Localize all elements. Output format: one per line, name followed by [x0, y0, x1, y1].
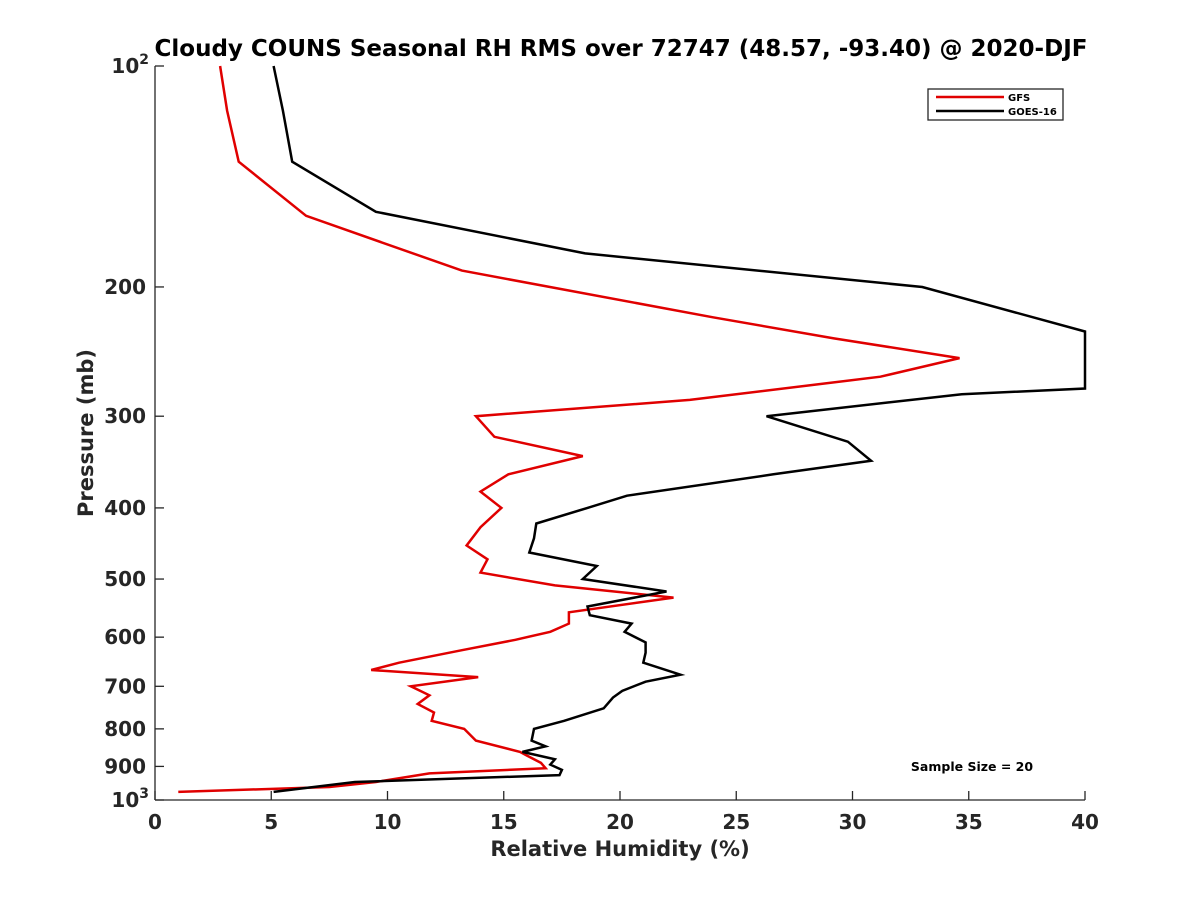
y-tick-label: 700	[104, 674, 146, 698]
legend-box	[927, 88, 1064, 121]
x-tick-label: 35	[955, 810, 983, 834]
y-tick-label: 400	[104, 496, 146, 520]
legend-label-goes16: GOES-16	[1008, 107, 1057, 118]
sample-size-annotation: Sample Size = 20	[911, 759, 1033, 774]
y-tick-label: 103	[111, 786, 149, 812]
y-axis-ticks: 102 200 300 400 500 600 700 800 900 103	[104, 52, 164, 812]
y-tick-label: 600	[104, 625, 146, 649]
x-tick-label: 30	[839, 810, 867, 834]
x-tick-label: 10	[374, 810, 402, 834]
y-tick-label: 900	[104, 754, 146, 778]
x-axis-ticks: 0 5 10 15 20 25 30 35 40	[148, 791, 1099, 834]
legend-label-gfs: GFS	[1008, 93, 1030, 104]
legend: GFS GOES-16	[927, 88, 1064, 121]
x-axis-label: Relative Humidity (%)	[490, 837, 749, 861]
x-tick-label: 5	[264, 810, 278, 834]
series-line-gfs	[178, 65, 960, 794]
plot-lines	[178, 65, 1087, 794]
chart-title: Cloudy COUNS Seasonal RH RMS over 72747 …	[155, 36, 1088, 62]
y-tick-label: 500	[104, 567, 146, 591]
x-tick-label: 20	[606, 810, 634, 834]
series-line-goes16	[272, 65, 1087, 794]
x-tick-label: 0	[148, 810, 162, 834]
x-tick-label: 25	[722, 810, 750, 834]
x-tick-label: 15	[490, 810, 518, 834]
x-tick-label: 40	[1071, 810, 1099, 834]
y-tick-label: 102	[111, 52, 149, 78]
y-tick-label: 800	[104, 717, 146, 741]
y-axis-label: Pressure (mb)	[74, 349, 98, 517]
y-tick-label: 200	[104, 275, 146, 299]
y-tick-label: 300	[104, 404, 146, 428]
